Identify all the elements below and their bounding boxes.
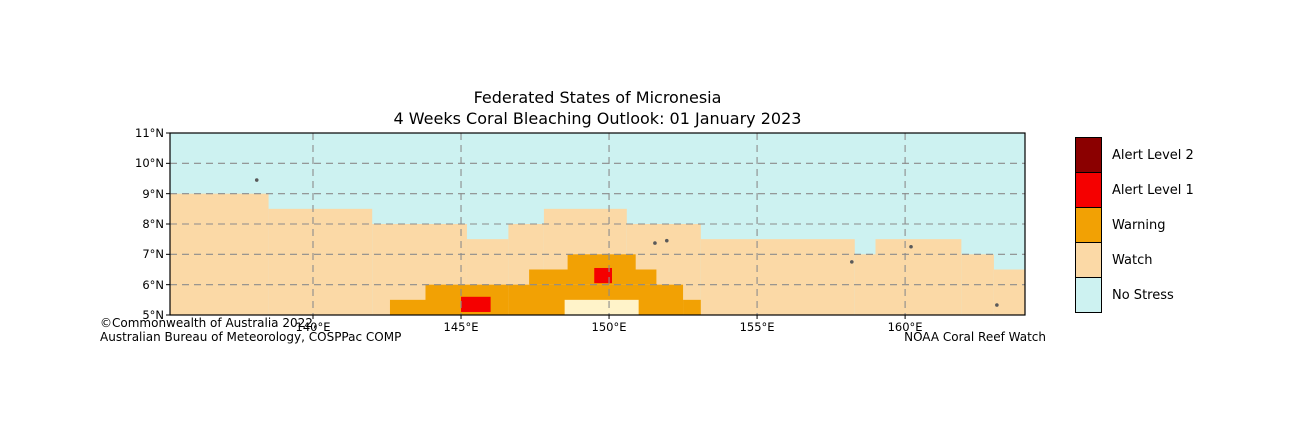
legend-item-warning: Warning xyxy=(1075,207,1194,243)
legend-label: Warning xyxy=(1112,217,1166,233)
legend-swatch-alert1 xyxy=(1075,172,1102,208)
legend-swatch-warning xyxy=(1075,207,1102,243)
region-watch xyxy=(875,239,962,315)
map-frame xyxy=(169,132,1026,316)
legend-item-alert-level-2: Alert Level 2 xyxy=(1075,137,1194,173)
credit-line-1: ©Commonwealth of Australia 2022, xyxy=(100,316,317,330)
y-tick-label: 6°N xyxy=(142,277,164,292)
legend-label: Alert Level 2 xyxy=(1112,147,1194,163)
island-dot xyxy=(254,178,259,182)
title-line-2: 4 Weeks Coral Bleaching Outlook: 01 Janu… xyxy=(393,109,802,128)
x-tick-label: 150°E xyxy=(591,320,627,334)
legend-item-alert-level-1: Alert Level 1 xyxy=(1075,172,1194,208)
y-tick-label: 10°N xyxy=(135,156,164,171)
page-title: Federated States of Micronesia 4 Weeks C… xyxy=(170,87,1025,129)
region-watch xyxy=(993,269,1025,315)
x-tick-label: 140°E xyxy=(295,320,331,334)
y-tick-label: 11°N xyxy=(135,126,164,140)
credit-noaa: NOAA Coral Reef Watch xyxy=(904,330,1046,344)
region-warning xyxy=(529,269,657,285)
region-warning xyxy=(389,299,426,315)
region-warning xyxy=(683,299,701,315)
y-tick-label: 8°N xyxy=(142,217,164,231)
title-line-1: Federated States of Micronesia xyxy=(473,88,722,107)
y-tick-label: 7°N xyxy=(142,247,164,262)
region-watch-pale xyxy=(564,299,639,315)
island-dot xyxy=(653,241,657,245)
legend-label: Watch xyxy=(1112,252,1153,268)
legend-swatch-watch xyxy=(1075,242,1102,278)
outlook-map xyxy=(166,132,1026,319)
island-dot xyxy=(850,260,854,264)
legend-swatch-no-stress xyxy=(1075,277,1102,313)
region-alert1 xyxy=(594,267,613,284)
island-dot xyxy=(995,303,999,307)
y-tick-label: 9°N xyxy=(142,186,164,201)
island-dot xyxy=(909,244,913,249)
legend-label: No Stress xyxy=(1112,287,1174,303)
x-tick-label: 145°E xyxy=(443,320,479,334)
x-tick-label: 155°E xyxy=(739,320,775,334)
region-alert1 xyxy=(461,296,491,312)
credit-line-2: Australian Bureau of Meteorology, COSPPa… xyxy=(100,330,402,344)
island-dot xyxy=(664,238,669,243)
region-watch xyxy=(268,208,373,315)
region-warning xyxy=(567,254,636,270)
region-watch xyxy=(854,254,876,315)
legend: Alert Level 2 Alert Level 1 Warning Watch No… xyxy=(1075,137,1194,313)
y-tick-label: 5°N xyxy=(142,308,164,322)
x-tick-label: 160°E xyxy=(887,320,923,334)
legend-swatch-alert2 xyxy=(1075,137,1102,173)
region-watch xyxy=(700,239,855,315)
legend-item-watch: Watch xyxy=(1075,242,1194,278)
legend-label: Alert Level 1 xyxy=(1112,182,1194,198)
legend-item-no-stress: No Stress xyxy=(1075,277,1194,313)
